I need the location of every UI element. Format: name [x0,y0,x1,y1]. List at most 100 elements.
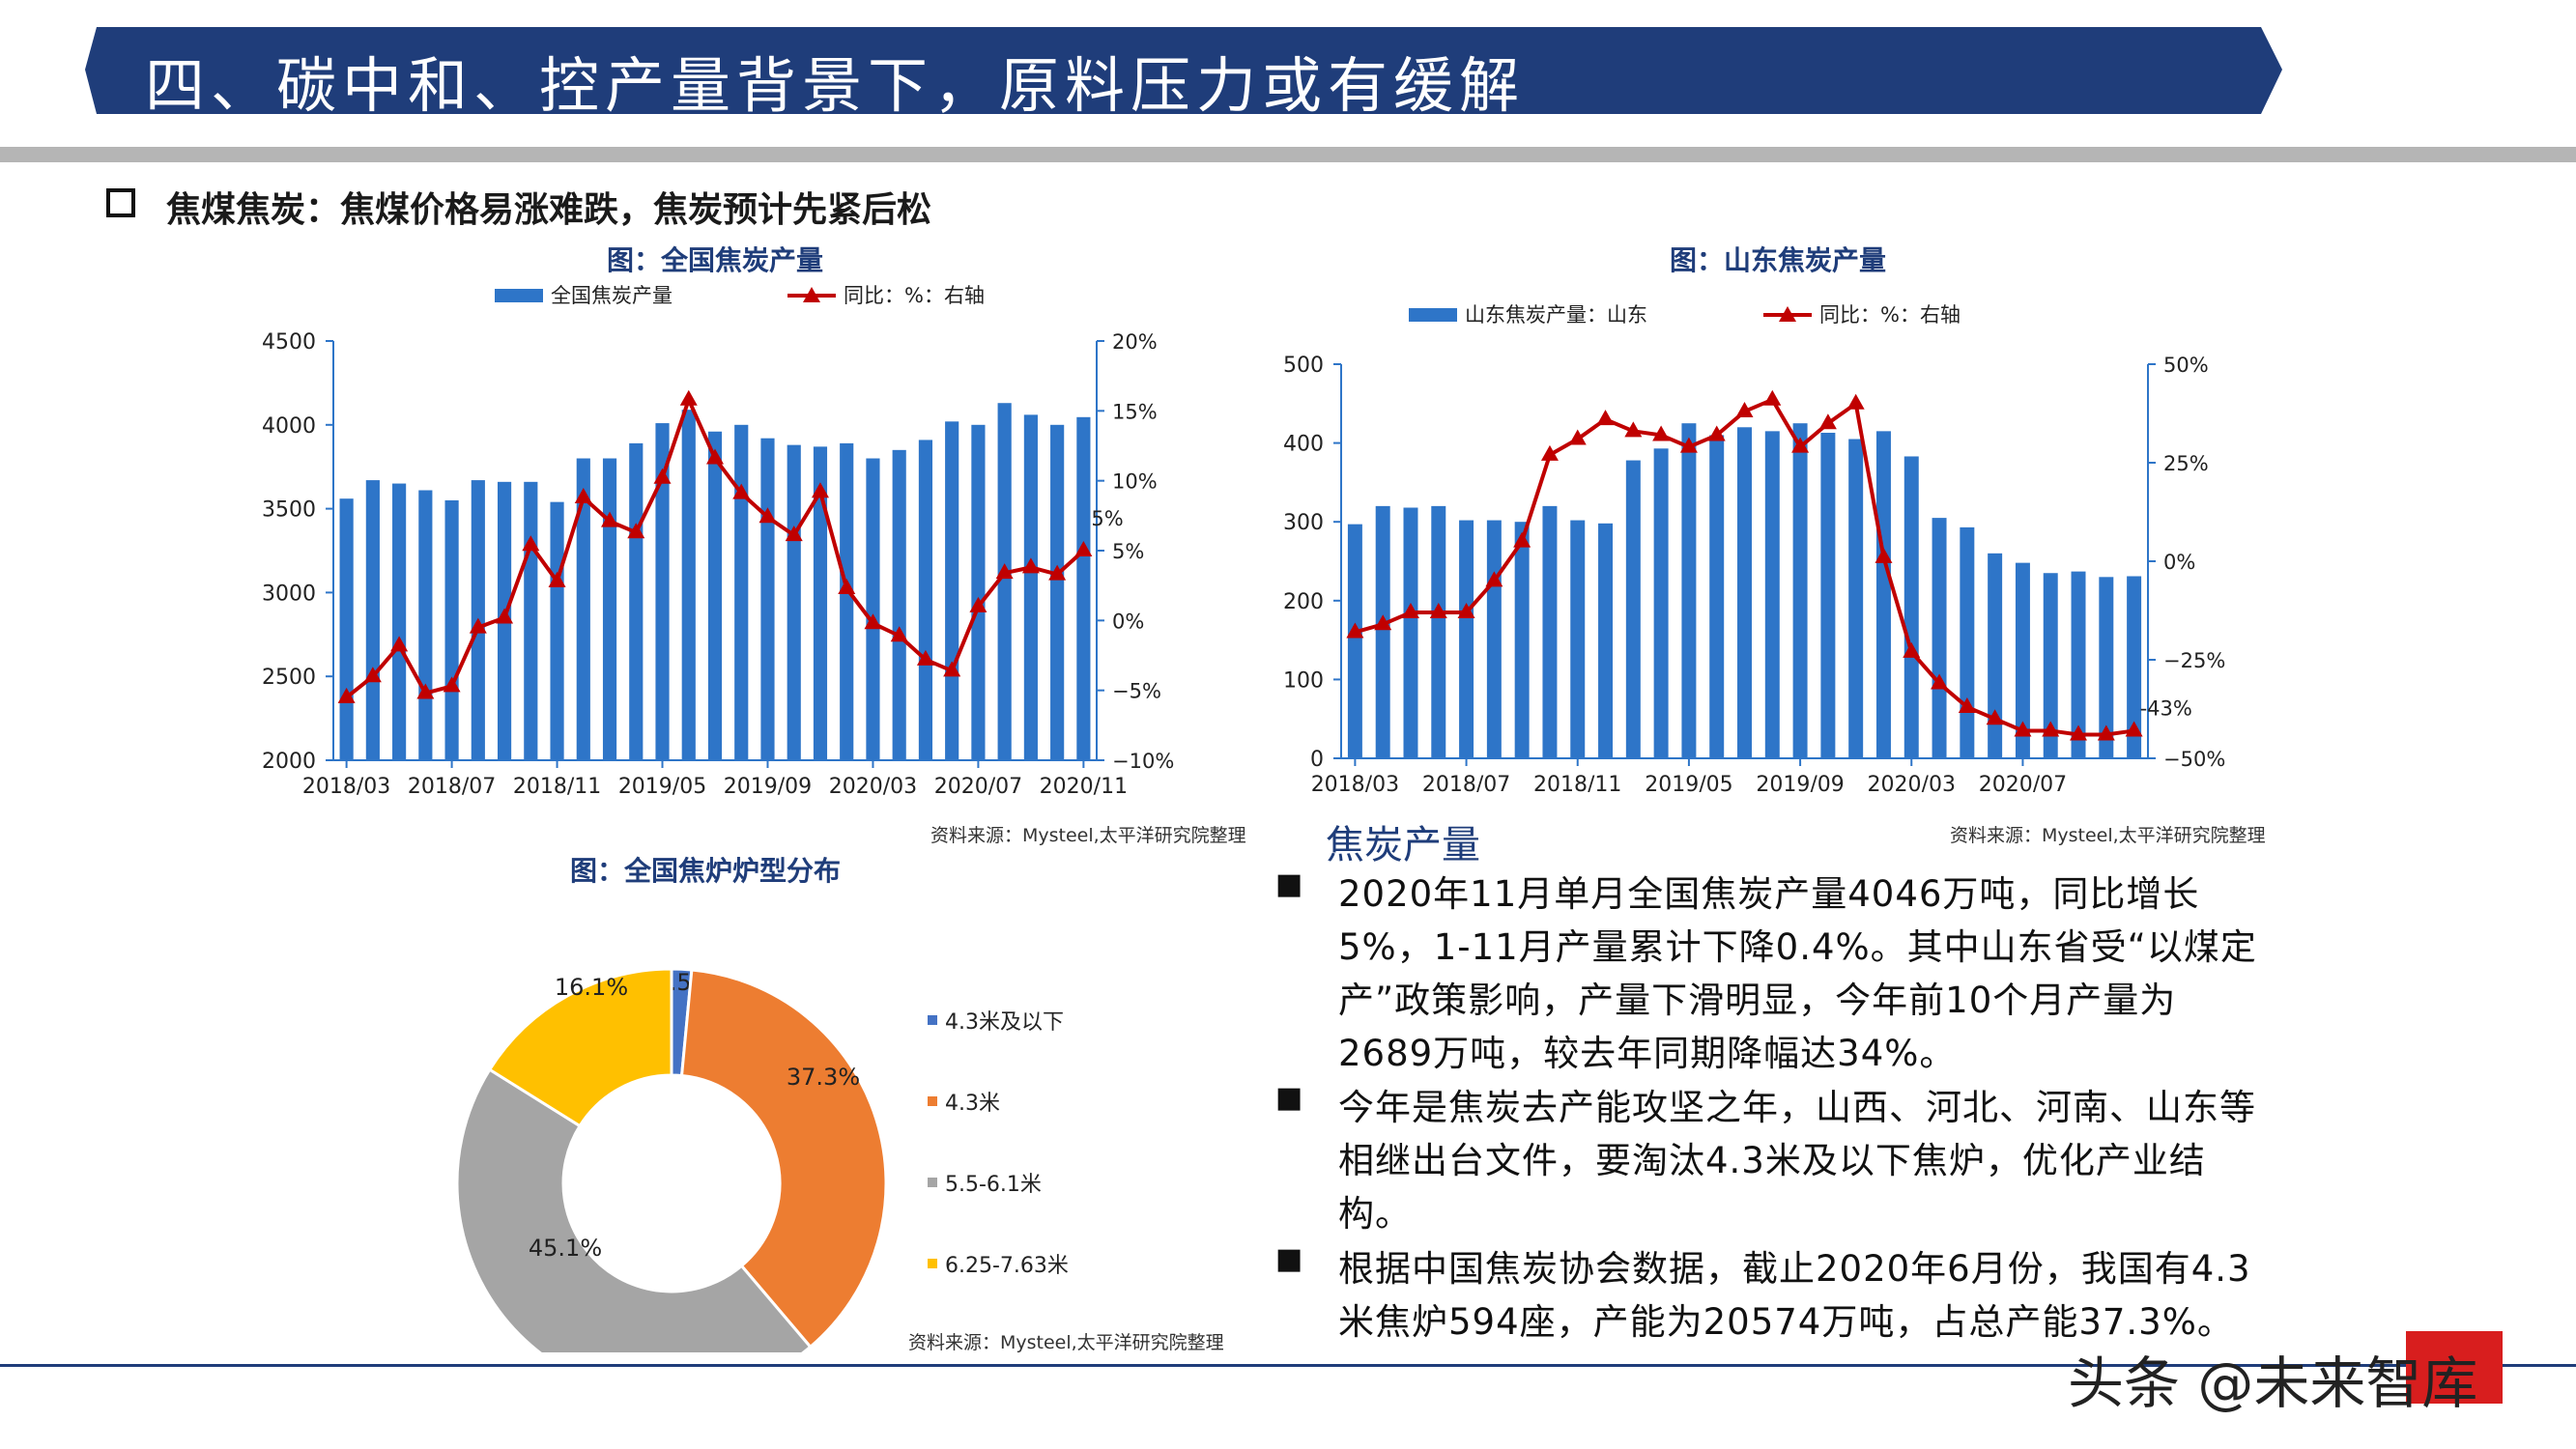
yoy-marker [2070,724,2088,741]
yoy-marker [363,667,382,683]
yoy-marker [627,523,645,539]
yoy-marker [1679,437,1698,453]
bar [734,424,749,760]
paragraph-1: ■ 2020年11月单月全国焦炭产量4046万吨，同比增长5%，1-11月产量累… [1275,867,2261,1080]
bar [760,438,775,760]
bar [392,483,407,760]
bar [1764,431,1780,758]
bar [971,424,986,760]
y-tick-label-right: −50% [2163,748,2225,771]
bar [1514,522,1530,758]
yoy-marker [1624,421,1643,438]
yoy-marker [1958,696,1976,713]
yoy-marker [1652,425,1671,441]
legend-line-label: 同比：%：右轴 [844,284,985,307]
y-tick-label-right: 15% [1112,400,1158,423]
bar [840,442,854,760]
bar [444,499,459,760]
slice-value-label: 37.3% [787,1064,860,1091]
yoy-marker [1540,444,1559,461]
checkbox-square-icon [106,188,135,217]
yoy-marker [1763,389,1782,406]
yoy-marker [469,617,487,634]
bar [1542,505,1558,758]
legend-bar-swatch [495,289,543,302]
legend-swatch [928,1015,937,1025]
watermark-logo [2406,1331,2503,1404]
yoy-marker [1596,410,1615,426]
x-tick-label: 2018/11 [1533,773,1621,792]
donut-slice [679,968,888,1350]
x-tick-label: 2019/09 [1756,773,1844,792]
bar [1375,505,1390,758]
bar [1347,524,1362,758]
bar [2043,573,2058,758]
chart3-title: 图：全国焦炉炉型分布 [569,855,841,887]
y-tick-label-right: −25% [2163,649,2225,672]
chart1-title: 图：全国焦炭产量 [606,244,823,276]
y-tick-label-right: 50% [2163,354,2209,377]
bar [1625,460,1641,758]
title-banner [85,27,2282,114]
y-tick-label-right: 10% [1112,470,1158,494]
bar [1988,553,2003,758]
bar [945,421,959,760]
bar [681,410,696,760]
bar [1792,423,1808,758]
paragraph-1-text: 2020年11月单月全国焦炭产量4046万吨，同比增长5%，1-11月产量累计下… [1338,873,2257,1074]
bar [1709,435,1725,758]
y-tick-label-right: 0% [2163,551,2195,574]
chart1-national-coke-output: 全国焦炭产量 同比：%：右轴 4500 4000 3500 3000 2500 2000 20%… [262,284,1174,799]
bar [2099,577,2114,758]
yoy-marker [943,661,961,677]
bar [1681,423,1697,758]
legend-bar-swatch [1409,308,1457,322]
bar [1459,520,1474,758]
paragraph-3: ■ 根据中国焦炭协会数据，截止2020年6月份，我国有4.3米焦炉594座，产能… [1275,1242,2261,1349]
bar [1076,416,1091,760]
bar [1050,424,1065,760]
yoy-marker [1791,437,1810,453]
yoy-marker [2014,721,2032,737]
legend-label: 5.5-6.1米 [945,1173,1042,1197]
yoy-marker [1846,393,1865,410]
y-tick-label-right: 5% [1112,540,1144,563]
yoy-marker [1568,429,1587,445]
bar [1023,414,1038,760]
yoy-marker [1074,541,1093,556]
y-tick-label-right: −10% [1112,750,1174,773]
yoy-marker [679,389,698,406]
yoy-marker [653,468,672,484]
x-tick-label: 2018/07 [408,775,496,799]
footer-line [0,1364,2576,1367]
yoy-marker [1513,531,1531,548]
x-tick-label: 2020/03 [829,775,917,799]
yoy-marker [969,596,987,612]
yoy-marker [2042,721,2060,737]
yoy-marker [1903,641,1921,658]
y-tick-label-left: 2000 [262,750,316,774]
y-tick-label-right: 20% [1112,330,1158,354]
yoy-marker [574,488,592,504]
yoy-marker [1374,614,1392,631]
chart3-source: 资料来源：Mysteel,太平洋研究院整理 [908,1332,1224,1353]
legend-swatch [928,1178,937,1187]
legend-line-label: 同比：%：右轴 [1819,303,1961,327]
yoy-marker [995,563,1014,580]
yoy-marker [864,613,882,630]
yoy-marker [337,687,356,703]
yoy-marker [785,526,803,542]
legend-label: 6.25-7.63米 [945,1254,1069,1278]
page-title: 四、碳中和、控产量背景下，原料压力或有缓解 [145,50,1526,121]
yoy-marker [890,626,908,642]
end-value-label: 5% [1091,507,1123,530]
bar [1486,520,1502,758]
bar [629,442,644,760]
paragraph-2: ■ 今年是焦炭去产能攻坚之年，山西、河北、河南、山东等相继出台文件，要淘汰4.3… [1275,1081,2261,1240]
yoy-marker [1735,401,1754,417]
bullet-icon: ■ [1275,867,1303,901]
x-tick-label: 2018/11 [513,775,601,799]
bar [339,498,354,760]
bar [418,490,433,760]
bar [918,440,933,760]
